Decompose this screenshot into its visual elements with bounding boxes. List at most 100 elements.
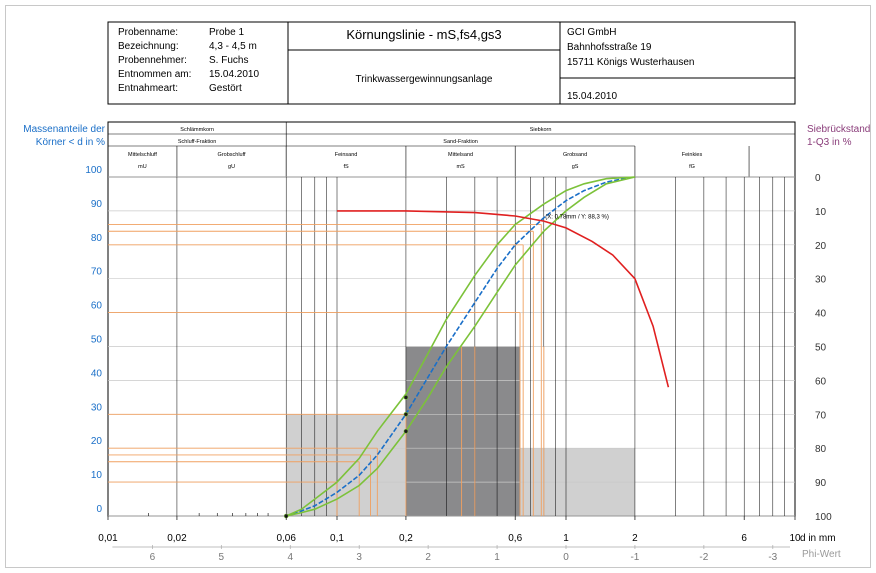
y-tick-right: 0 <box>815 173 821 184</box>
fraction-name: Grobschluff <box>218 152 246 158</box>
phi-tick-label: 3 <box>356 552 362 563</box>
fraction-bar <box>405 346 521 516</box>
x-tick-label: 0,01 <box>98 533 118 544</box>
fraction-abbr: mU <box>138 164 147 170</box>
phi-tick-label: 4 <box>287 552 293 563</box>
phi-tick-label: 1 <box>494 552 500 563</box>
x-tick-label: 0,02 <box>167 533 187 544</box>
axis-ticks: 0102030405060708090100100908070605040302… <box>85 165 832 563</box>
y-tick-right: 100 <box>815 512 832 523</box>
y-tick-right: 10 <box>815 207 827 218</box>
field-value: 15.04.2010 <box>209 69 259 80</box>
class-top-label: Siebkorn <box>530 127 552 133</box>
y-tick-left: 30 <box>91 402 103 413</box>
y-tick-left: 100 <box>85 165 102 176</box>
x-tick-label: 0,6 <box>508 533 522 544</box>
field-value: 4,3 - 4,5 m <box>209 41 257 52</box>
header-table: Probenname: Probe 1 Bezeichnung: 4,3 - 4… <box>107 21 796 105</box>
y-tick-right: 70 <box>815 410 827 421</box>
fraction-name: Grobsand <box>563 152 587 158</box>
x-axis-label: d in mm <box>800 533 836 544</box>
phi-tick-label: 6 <box>150 552 156 563</box>
header-fields: Probenname: Probe 1 Bezeichnung: 4,3 - 4… <box>118 27 259 94</box>
class-sub-label: Schluff-Fraktion <box>178 139 216 145</box>
y-tick-left: 70 <box>91 267 103 278</box>
report-date: 15.04.2010 <box>567 91 617 102</box>
y-tick-left: 10 <box>91 470 103 481</box>
curve-residue <box>337 210 670 388</box>
y-tick-left: 80 <box>91 233 103 244</box>
fraction-bar <box>286 414 406 516</box>
phi-tick-label: 5 <box>219 552 225 563</box>
header-border <box>107 21 796 105</box>
axis-titles: Massenanteile der Körner < d in % Siebrü… <box>23 124 870 560</box>
y-tick-right: 20 <box>815 241 827 252</box>
curve-main <box>285 176 636 517</box>
y-tick-left: 50 <box>91 335 103 346</box>
y-tick-right: 60 <box>815 376 827 387</box>
x-tick-label: 1 <box>563 533 569 544</box>
y-tick-left: 90 <box>91 199 103 210</box>
class-sub-label: Sand-Fraktion <box>443 139 478 145</box>
field-label: Probennehmer: <box>118 55 187 66</box>
curve-envelope-lower <box>286 176 636 517</box>
x-tick-label: 0,06 <box>276 533 296 544</box>
class-border <box>107 121 796 178</box>
x-tick-label: 0,1 <box>330 533 344 544</box>
x-tick-label: 10 <box>789 533 801 544</box>
point-annotation: (X: 0,78mm / Y: 88,3 %) <box>545 215 609 221</box>
chart-title: Körnungslinie - mS,fs4,gs3 <box>346 27 501 42</box>
y-tick-left: 40 <box>91 368 103 379</box>
x-tick-label: 2 <box>632 533 638 544</box>
fraction-name: Feinsand <box>335 152 358 158</box>
phi-axis-label: Phi-Wert <box>802 549 841 560</box>
y-axis-label-left-1: Massenanteile der <box>23 124 105 135</box>
fraction-abbr: gS <box>572 164 579 170</box>
curve-envelope-upper <box>285 176 635 517</box>
chart-frame <box>5 5 871 568</box>
field-value: S. Fuchs <box>209 55 248 66</box>
x-tick-label: 0,2 <box>399 533 413 544</box>
chart-subtitle: Trinkwassergewinnungsanlage <box>356 74 493 85</box>
class-top-label: Schlämmkorn <box>180 127 214 133</box>
y-axis-label-right-1: Siebrückstand <box>807 124 870 135</box>
fraction-name: Mittelschluff <box>128 152 157 158</box>
data-point <box>403 428 409 434</box>
fraction-name: Mittelsand <box>448 152 473 158</box>
y-tick-left: 0 <box>96 504 102 515</box>
field-label: Entnommen am: <box>118 69 191 80</box>
y-tick-right: 90 <box>815 478 827 489</box>
fraction-name: Feinkies <box>682 152 703 158</box>
phi-tick-label: -3 <box>768 552 777 563</box>
company-city: 15711 Königs Wusterhausen <box>567 57 695 68</box>
fraction-abbr: mS <box>456 164 465 170</box>
field-label: Probenname: <box>118 27 178 38</box>
fraction-abbr: gU <box>228 164 235 170</box>
field-value: Gestört <box>209 83 242 94</box>
field-value: Probe 1 <box>209 27 244 38</box>
phi-tick-label: -2 <box>699 552 708 563</box>
field-label: Bezeichnung: <box>118 41 179 52</box>
company-street: Bahnhofsstraße 19 <box>567 42 652 53</box>
y-tick-left: 20 <box>91 436 103 447</box>
y-axis-label-right-2: 1-Q3 in % <box>807 137 852 148</box>
field-label: Entnahmeart: <box>118 83 178 94</box>
classification-header: Schlämmkorn Siebkorn Schluff-Fraktion Sand-… <box>107 121 796 178</box>
y-axis-label-left-2: Körner < d in % <box>36 137 105 148</box>
y-tick-left: 60 <box>91 301 103 312</box>
y-tick-right: 40 <box>815 309 827 320</box>
y-tick-right: 50 <box>815 343 827 354</box>
data-point <box>403 411 409 417</box>
fraction-abbr: fG <box>689 164 695 170</box>
x-tick-label: 6 <box>741 533 747 544</box>
phi-tick-label: 0 <box>563 552 569 563</box>
orange-guides <box>108 224 545 516</box>
curves <box>285 176 670 517</box>
y-tick-right: 30 <box>815 275 827 286</box>
markers <box>283 395 409 519</box>
data-point <box>403 395 409 400</box>
y-tick-right: 80 <box>815 444 827 455</box>
company-name: GCI GmbH <box>567 27 616 38</box>
fraction-abbr: fS <box>343 164 349 170</box>
